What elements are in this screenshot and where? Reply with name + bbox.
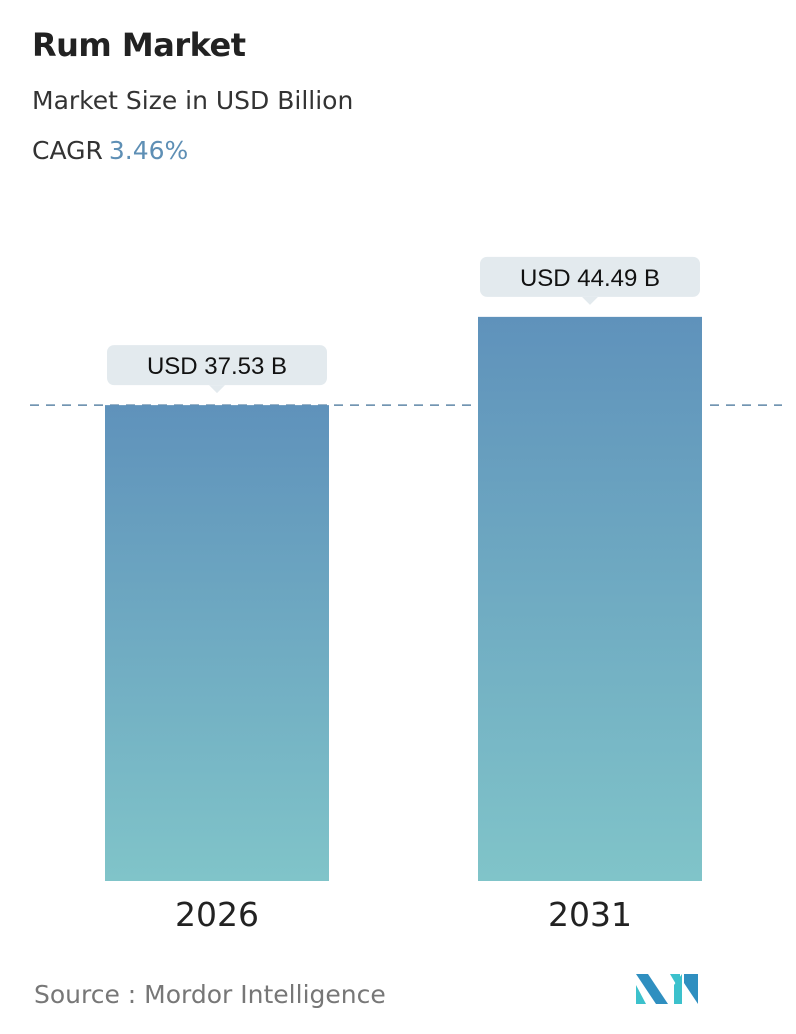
data-label-bg bbox=[480, 256, 700, 297]
data-label-pointer bbox=[209, 385, 225, 394]
bar-2031 bbox=[478, 316, 702, 881]
bar-chart: USD 37.53 B 2026 USD 44.49 B 2031 bbox=[30, 256, 782, 934]
bar-2026 bbox=[105, 405, 329, 881]
x-tick-label: 2026 bbox=[175, 895, 259, 934]
data-label: USD 44.49 B bbox=[520, 265, 660, 292]
chart-title: Rum Market bbox=[32, 26, 246, 64]
cagr-value: 3.46% bbox=[108, 136, 189, 165]
data-label-pointer bbox=[582, 296, 598, 305]
data-label: USD 37.53 B bbox=[147, 353, 287, 380]
mordor-intelligence-logo-icon bbox=[636, 974, 698, 1004]
cagr: CAGR 3.46% bbox=[32, 136, 188, 165]
source-text: Source : Mordor Intelligence bbox=[34, 980, 386, 1009]
chart-subtitle: Market Size in USD Billion bbox=[32, 86, 354, 115]
data-label-bg bbox=[107, 345, 327, 386]
cagr-label: CAGR bbox=[32, 136, 103, 165]
x-tick-label: 2031 bbox=[548, 895, 632, 934]
